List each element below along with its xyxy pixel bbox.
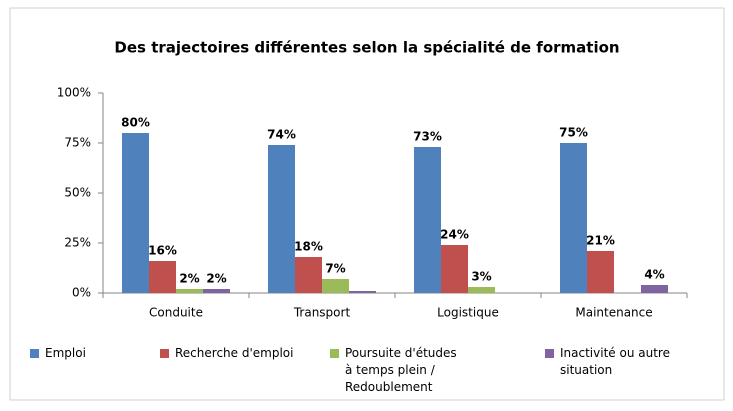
bar xyxy=(468,287,495,293)
data-label: 74% xyxy=(267,128,296,142)
y-tick-label: 75% xyxy=(64,136,91,150)
legend-label: Poursuite d'études à temps plein / Redou… xyxy=(345,346,457,394)
legend-swatch xyxy=(160,349,169,358)
legend-label: Inactivité ou autre situation xyxy=(560,346,670,377)
legend-swatch xyxy=(330,349,339,358)
legend-item: Recherche d'emploi xyxy=(160,345,320,362)
data-label: 16% xyxy=(148,244,177,258)
data-label: 2% xyxy=(206,272,226,286)
legend-swatch xyxy=(30,349,39,358)
data-label: 80% xyxy=(121,116,150,130)
bar xyxy=(268,145,295,293)
chart-title: Des trajectoires différentes selon la sp… xyxy=(114,39,619,57)
y-tick-label: 0% xyxy=(72,286,91,300)
data-label: 24% xyxy=(440,228,469,242)
data-label: 73% xyxy=(413,130,442,144)
legend-item: Emploi xyxy=(30,345,150,362)
legend-label: Emploi xyxy=(45,346,86,360)
bar xyxy=(560,143,587,293)
bar xyxy=(203,289,230,293)
legend-swatch xyxy=(545,349,554,358)
bar xyxy=(641,285,668,293)
bar xyxy=(349,291,376,293)
bar xyxy=(295,257,322,293)
data-label: 75% xyxy=(559,126,588,140)
legend-item: Inactivité ou autre situation xyxy=(545,345,715,379)
x-tick-label: Conduite xyxy=(149,306,203,320)
x-tick-label: Logistique xyxy=(437,306,499,320)
bar xyxy=(414,147,441,293)
x-tick-label: Transport xyxy=(293,306,351,320)
chart-frame xyxy=(9,7,725,401)
y-tick-label: 100% xyxy=(57,86,91,100)
bar xyxy=(176,289,203,293)
bar xyxy=(149,261,176,293)
legend-item: Poursuite d'études à temps plein / Redou… xyxy=(330,345,530,396)
y-tick-label: 25% xyxy=(64,236,91,250)
x-tick-label: Maintenance xyxy=(575,306,652,320)
data-label: 4% xyxy=(644,268,664,282)
data-label: 2% xyxy=(179,272,199,286)
data-label: 21% xyxy=(586,234,615,248)
bar xyxy=(322,279,349,293)
bar xyxy=(122,133,149,293)
data-label: 18% xyxy=(294,240,323,254)
data-label: 7% xyxy=(325,262,345,276)
bar xyxy=(587,251,614,293)
y-tick-label: 50% xyxy=(64,186,91,200)
legend-label: Recherche d'emploi xyxy=(175,346,294,360)
data-label: 3% xyxy=(471,270,491,284)
bar xyxy=(441,245,468,293)
